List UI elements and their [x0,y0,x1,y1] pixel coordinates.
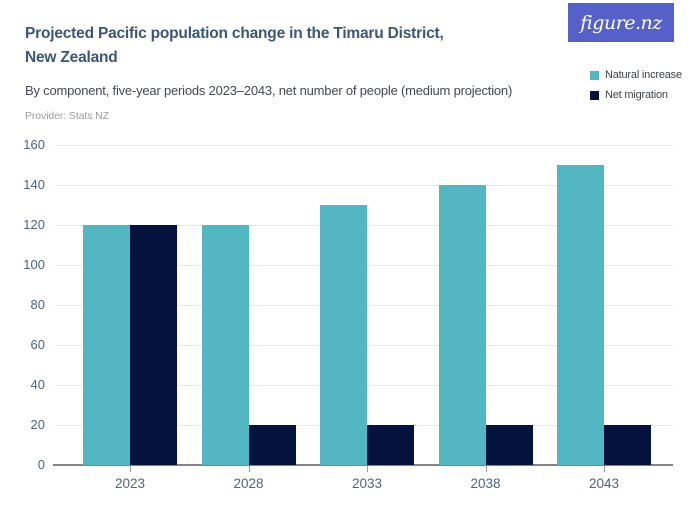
bar-natural-increase-2033 [320,205,367,465]
y-axis-tick-label: 0 [37,457,45,472]
y-axis-tick-label: 20 [30,417,45,432]
y-axis-tick-label: 60 [30,337,45,352]
net-migration-swatch-icon [590,90,599,100]
x-axis-tick [248,466,250,472]
gridline-y-140 [55,184,673,186]
chart-subtitle: By component, five-year periods 2023–204… [25,83,513,98]
x-axis-label-2033: 2033 [351,476,383,491]
y-axis-tick-label: 160 [23,137,45,152]
natural-increase-swatch-icon [590,70,599,80]
x-axis-label-2043: 2043 [588,476,620,491]
x-axis-label-2028: 2028 [233,476,264,491]
y-axis-tick-label: 40 [30,377,45,392]
legend-label-net-migration: Net migration [605,89,668,101]
y-axis-tick-label: 120 [23,217,45,232]
gridline-y-160 [55,144,673,146]
legend-item-net-migration: Net migration [590,89,682,101]
bar-net-migration-2023 [130,225,177,465]
x-axis-label-2023: 2023 [114,476,146,491]
x-axis-tick [130,466,131,472]
chart-title-line1: Projected Pacific population change in t… [25,25,444,42]
bar-net-migration-2038 [485,425,533,465]
bar-net-migration-2043 [604,425,651,465]
bar-natural-increase-2043 [557,165,604,465]
bar-natural-increase-2023 [83,225,130,465]
figure-nz-logo-text: figure.nz [580,11,662,34]
provider-attribution: Provider: Stats NZ [25,110,109,122]
x-axis-tick [485,466,487,472]
bar-net-migration-2033 [367,425,414,465]
chart-legend: Natural increase Net migration [590,69,682,109]
y-axis-tick-label: 100 [23,257,45,272]
x-axis-line [53,464,673,466]
bar-net-migration-2028 [248,425,296,465]
y-axis-tick-label: 140 [23,177,45,192]
bar-natural-increase-2028 [201,225,249,465]
bar-natural-increase-2038 [438,185,486,465]
chart-title-line2: New Zealand [25,49,118,66]
x-axis-tick [604,466,605,472]
chart-title: Projected Pacific population change in t… [25,22,565,70]
legend-item-natural-increase: Natural increase [590,69,682,81]
legend-label-natural-increase: Natural increase [605,69,682,81]
x-axis-label-2038: 2038 [470,476,501,491]
x-axis-tick [367,466,368,472]
y-axis-tick-label: 80 [30,297,45,312]
figure-nz-logo[interactable]: figure.nz [568,3,674,42]
